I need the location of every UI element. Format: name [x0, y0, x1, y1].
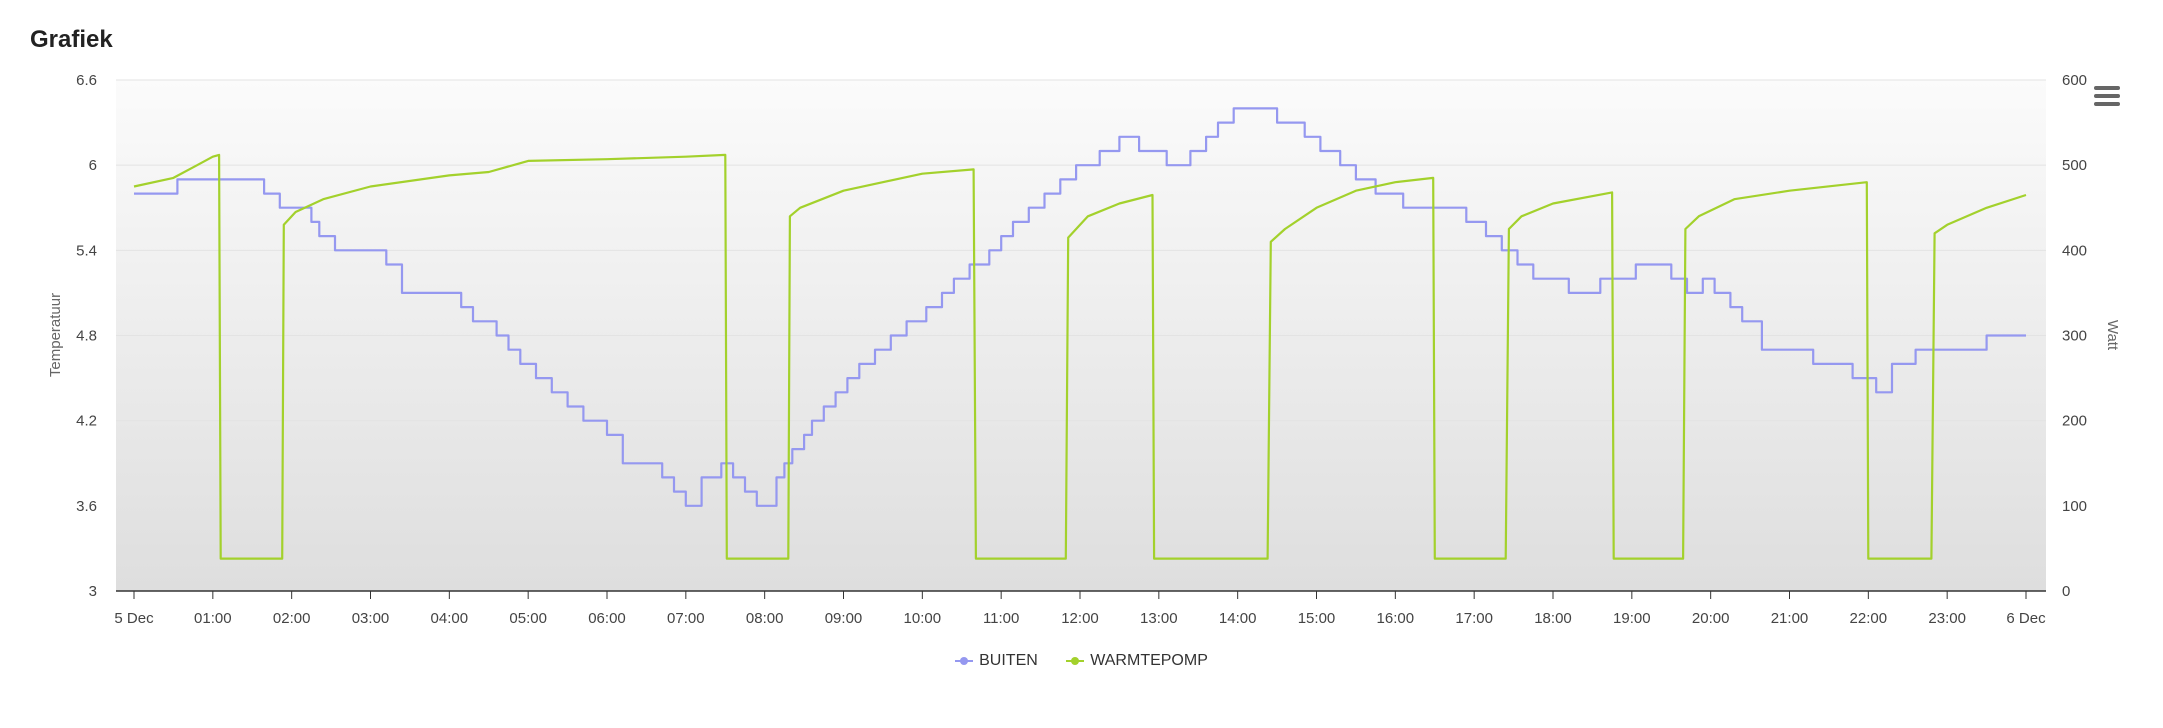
- y-left-tick-label: 6: [89, 157, 97, 174]
- chart-menu-icon[interactable]: [2094, 86, 2120, 108]
- x-tick-label: 19:00: [1613, 610, 1651, 627]
- legend-item-buiten[interactable]: BUITEN: [955, 652, 1038, 670]
- x-tick-label: 01:00: [194, 610, 232, 627]
- x-tick-label: 08:00: [746, 610, 784, 627]
- x-tick-label: 20:00: [1692, 610, 1730, 627]
- x-tick-label: 13:00: [1140, 610, 1178, 627]
- series-line-buiten[interactable]: [134, 107, 2026, 507]
- x-tick-label: 17:00: [1455, 610, 1493, 627]
- x-tick-label: 03:00: [352, 610, 390, 627]
- legend-marker-icon: [1066, 655, 1085, 667]
- x-tick-label: 21:00: [1771, 610, 1809, 627]
- series-line-warmtepomp[interactable]: [133, 153, 2027, 560]
- y-left-tick-label: 4.2: [76, 413, 97, 430]
- y-axis-right: 0 100 200 300 400 500 600: [2062, 72, 2087, 600]
- x-tick-label: 02:00: [273, 610, 311, 627]
- x-tick-label: 12:00: [1061, 610, 1099, 627]
- x-tick-label: 18:00: [1534, 610, 1572, 627]
- y-axis-right-label: Watt: [2104, 320, 2121, 351]
- y-right-tick-label: 0: [2062, 583, 2070, 600]
- chart-title: Grafiek: [30, 26, 113, 53]
- y-right-tick-label: 200: [2062, 413, 2087, 430]
- x-tick-label: 22:00: [1850, 610, 1888, 627]
- x-tick-label: 11:00: [983, 610, 1019, 627]
- y-left-tick-label: 4.8: [76, 328, 97, 345]
- x-tick-label: 10:00: [904, 610, 942, 627]
- y-left-tick-label: 6.6: [76, 72, 97, 89]
- y-right-tick-label: 600: [2062, 72, 2087, 89]
- x-tick-label: 06:00: [588, 610, 626, 627]
- y-left-tick-label: 3.6: [76, 498, 97, 515]
- grid-lines: [116, 79, 2046, 507]
- y-right-tick-label: 400: [2062, 242, 2087, 259]
- x-tick-label: 07:00: [667, 610, 705, 627]
- x-tick-label: 6 Dec: [2006, 610, 2046, 627]
- y-axis-left: 3 3.6 4.2 4.8 5.4 6 6.6: [76, 72, 97, 600]
- y-left-tick-label: 3: [89, 583, 97, 600]
- y-right-tick-label: 100: [2062, 498, 2087, 515]
- y-left-tick-label: 5.4: [76, 242, 97, 259]
- legend-label-warmtepomp: WARMTEPOMP: [1090, 652, 1208, 669]
- x-tick-label: 05:00: [509, 610, 547, 627]
- x-tick-label: 23:00: [1928, 610, 1966, 627]
- x-tick-label: 04:00: [431, 610, 469, 627]
- legend: BUITEN WARMTEPOMP: [0, 652, 2163, 672]
- x-tick-label: 16:00: [1377, 610, 1415, 627]
- series-group: [133, 107, 2027, 560]
- y-axis-left-label: Temperatuur: [47, 293, 64, 377]
- legend-item-warmtepomp[interactable]: WARMTEPOMP: [1066, 652, 1208, 670]
- legend-marker-icon: [955, 655, 974, 667]
- x-tick-label: 14:00: [1219, 610, 1257, 627]
- x-tick-label: 09:00: [825, 610, 863, 627]
- legend-label-buiten: BUITEN: [979, 652, 1038, 669]
- x-tick-label: 15:00: [1298, 610, 1336, 627]
- y-right-tick-label: 500: [2062, 157, 2087, 174]
- y-right-tick-label: 300: [2062, 328, 2087, 345]
- x-axis: 5 Dec 01:00 02:00 03:00 04:00 05:00 06:00 07:00…: [114, 590, 2046, 627]
- x-tick-label: 5 Dec: [114, 610, 154, 627]
